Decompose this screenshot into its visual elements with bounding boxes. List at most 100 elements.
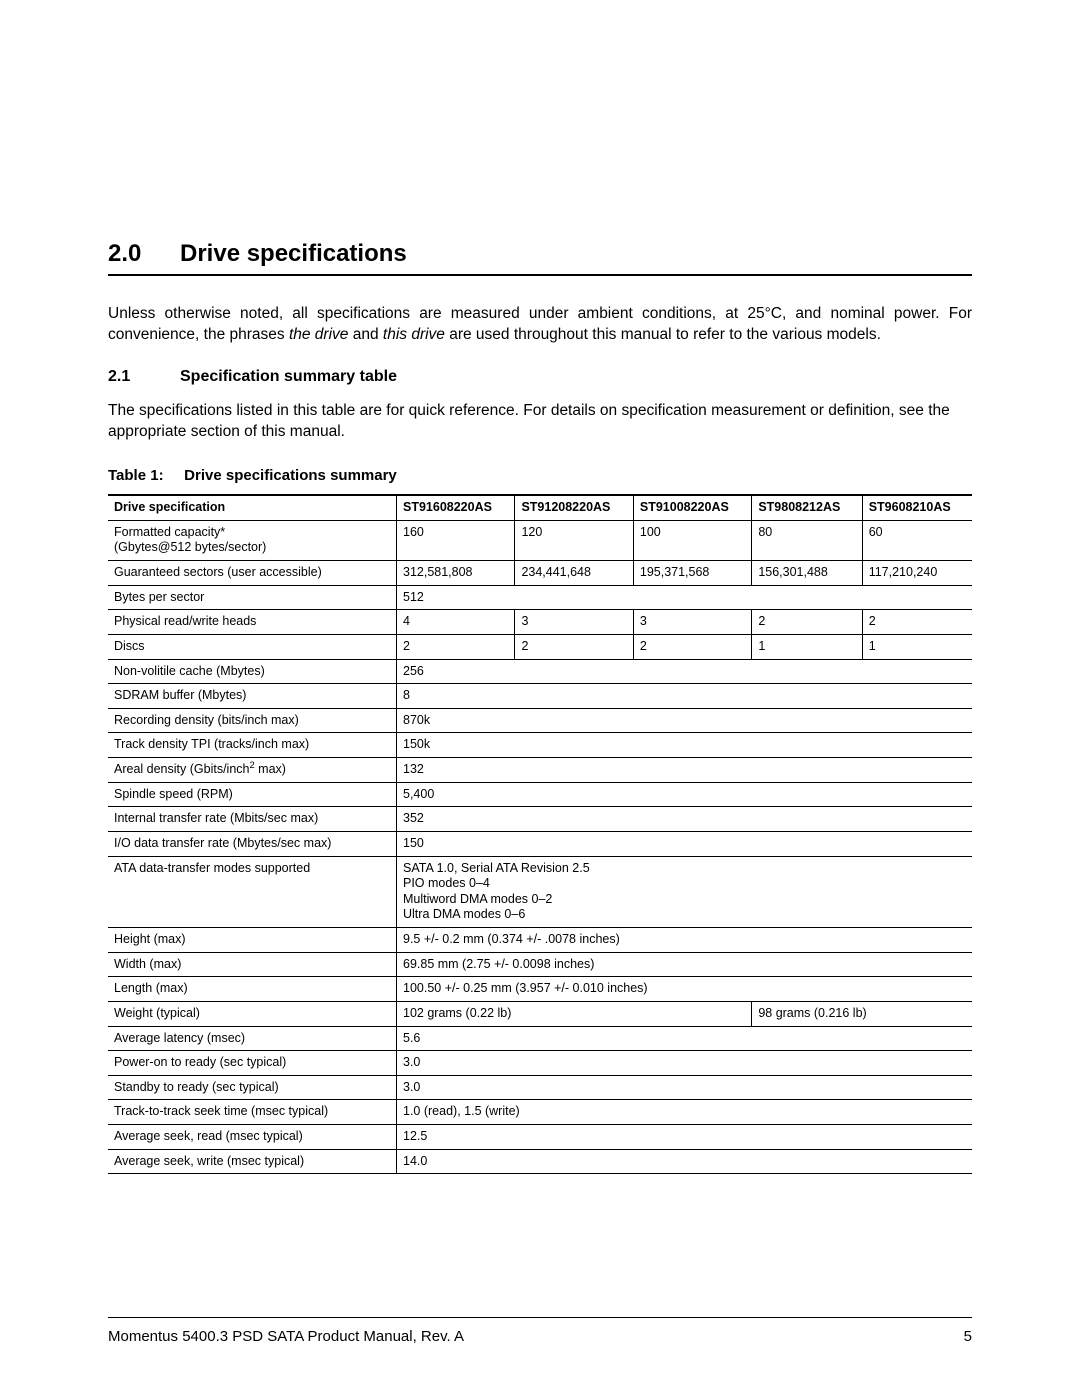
spec-value: 2: [752, 610, 862, 635]
table-row: Width (max)69.85 mm (2.75 +/- 0.0098 inc…: [108, 952, 972, 977]
subsection-number: 2.1: [108, 368, 180, 386]
spec-label: Track-to-track seek time (msec typical): [108, 1100, 397, 1125]
col-header: ST91608220AS: [397, 495, 515, 520]
table-row: Spindle speed (RPM)5,400: [108, 782, 972, 807]
table-caption: Table 1: Drive specifications summary: [108, 467, 972, 484]
spec-value: 1: [862, 634, 972, 659]
spec-value: 195,371,568: [633, 561, 751, 586]
spec-value: 1.0 (read), 1.5 (write): [397, 1100, 973, 1125]
spec-label: Discs: [108, 634, 397, 659]
section-heading: 2.0 Drive specifications: [108, 240, 972, 276]
table-row: Weight (typical)102 grams (0.22 lb)98 gr…: [108, 1001, 972, 1026]
spec-label: Physical read/write heads: [108, 610, 397, 635]
spec-label: Standby to ready (sec typical): [108, 1075, 397, 1100]
spec-label: I/O data transfer rate (Mbytes/sec max): [108, 831, 397, 856]
subsection-heading: 2.1 Specification summary table: [108, 368, 972, 386]
table-row: Track-to-track seek time (msec typical)1…: [108, 1100, 972, 1125]
spec-label: Track density TPI (tracks/inch max): [108, 733, 397, 758]
section-title: Drive specifications: [180, 240, 407, 268]
spec-label: Power-on to ready (sec typical): [108, 1051, 397, 1076]
spec-value: 2: [633, 634, 751, 659]
spec-value: 150: [397, 831, 973, 856]
spec-value: 12.5: [397, 1125, 973, 1150]
table-row: Average seek, read (msec typical)12.5: [108, 1125, 972, 1150]
footer-right: 5: [964, 1328, 972, 1345]
table-row: I/O data transfer rate (Mbytes/sec max)1…: [108, 831, 972, 856]
spec-value: 352: [397, 807, 973, 832]
spec-value: 3.0: [397, 1051, 973, 1076]
table-row: Height (max)9.5 +/- 0.2 mm (0.374 +/- .0…: [108, 928, 972, 953]
spec-value: SATA 1.0, Serial ATA Revision 2.5PIO mod…: [397, 856, 973, 928]
intro-paragraph: Unless otherwise noted, all specificatio…: [108, 304, 972, 346]
spec-value: 9.5 +/- 0.2 mm (0.374 +/- .0078 inches): [397, 928, 973, 953]
spec-label: Formatted capacity*(Gbytes@512 bytes/sec…: [108, 520, 397, 560]
table-row: Areal density (Gbits/inch2 max)132: [108, 758, 972, 783]
spec-label: Spindle speed (RPM): [108, 782, 397, 807]
spec-label: Weight (typical): [108, 1001, 397, 1026]
spec-value: 69.85 mm (2.75 +/- 0.0098 inches): [397, 952, 973, 977]
intro-italic-1: the drive: [289, 326, 348, 343]
spec-label: SDRAM buffer (Mbytes): [108, 684, 397, 709]
spec-value: 3: [515, 610, 633, 635]
intro-text-mid: and: [348, 326, 382, 343]
spec-value: 2: [862, 610, 972, 635]
spec-value: 132: [397, 758, 973, 783]
spec-value: 150k: [397, 733, 973, 758]
table-caption-label: Table 1:: [108, 467, 180, 484]
table-row: Internal transfer rate (Mbits/sec max)35…: [108, 807, 972, 832]
table-row: Recording density (bits/inch max)870k: [108, 708, 972, 733]
table-row: Standby to ready (sec typical)3.0: [108, 1075, 972, 1100]
spec-value: 234,441,648: [515, 561, 633, 586]
spec-label: Recording density (bits/inch max): [108, 708, 397, 733]
subsection-title: Specification summary table: [180, 368, 397, 386]
spec-value: 14.0: [397, 1149, 973, 1174]
spec-value: 102 grams (0.22 lb): [397, 1001, 752, 1026]
document-page: 2.0 Drive specifications Unless otherwis…: [0, 0, 1080, 1397]
footer-left: Momentus 5400.3 PSD SATA Product Manual,…: [108, 1328, 464, 1345]
spec-value: 160: [397, 520, 515, 560]
spec-value: 1: [752, 634, 862, 659]
table-row: Power-on to ready (sec typical)3.0: [108, 1051, 972, 1076]
spec-value: 117,210,240: [862, 561, 972, 586]
table-row: Bytes per sector512: [108, 585, 972, 610]
spec-value: 156,301,488: [752, 561, 862, 586]
table-row: Formatted capacity*(Gbytes@512 bytes/sec…: [108, 520, 972, 560]
table-row: Guaranteed sectors (user accessible)312,…: [108, 561, 972, 586]
spec-value: 120: [515, 520, 633, 560]
spec-value: 60: [862, 520, 972, 560]
col-header: Drive specification: [108, 495, 397, 520]
table-row: Track density TPI (tracks/inch max)150k: [108, 733, 972, 758]
spec-value: 100.50 +/- 0.25 mm (3.957 +/- 0.010 inch…: [397, 977, 973, 1002]
col-header: ST91008220AS: [633, 495, 751, 520]
table-row: Length (max)100.50 +/- 0.25 mm (3.957 +/…: [108, 977, 972, 1002]
spec-label: Bytes per sector: [108, 585, 397, 610]
table-row: Non-volitile cache (Mbytes)256: [108, 659, 972, 684]
spec-value: 256: [397, 659, 973, 684]
spec-value: 2: [515, 634, 633, 659]
spec-value: 4: [397, 610, 515, 635]
table-caption-text: Drive specifications summary: [184, 467, 397, 484]
spec-label: Height (max): [108, 928, 397, 953]
spec-value: 312,581,808: [397, 561, 515, 586]
spec-label: Average latency (msec): [108, 1026, 397, 1051]
spec-value: 3: [633, 610, 751, 635]
intro-text-post: are used throughout this manual to refer…: [445, 326, 881, 343]
table-row: ATA data-transfer modes supportedSATA 1.…: [108, 856, 972, 928]
spec-value: 512: [397, 585, 973, 610]
spec-value: 80: [752, 520, 862, 560]
spec-value: 5,400: [397, 782, 973, 807]
spec-value: 3.0: [397, 1075, 973, 1100]
table-row: SDRAM buffer (Mbytes)8: [108, 684, 972, 709]
table-header-row: Drive specification ST91608220AS ST91208…: [108, 495, 972, 520]
col-header: ST9608210AS: [862, 495, 972, 520]
spec-label: Width (max): [108, 952, 397, 977]
spec-value: 870k: [397, 708, 973, 733]
spec-label: ATA data-transfer modes supported: [108, 856, 397, 928]
spec-value: 2: [397, 634, 515, 659]
spec-value: 100: [633, 520, 751, 560]
spec-value: 8: [397, 684, 973, 709]
spec-value: 98 grams (0.216 lb): [752, 1001, 972, 1026]
spec-label: Areal density (Gbits/inch2 max): [108, 758, 397, 783]
col-header: ST9808212AS: [752, 495, 862, 520]
spec-label: Non-volitile cache (Mbytes): [108, 659, 397, 684]
